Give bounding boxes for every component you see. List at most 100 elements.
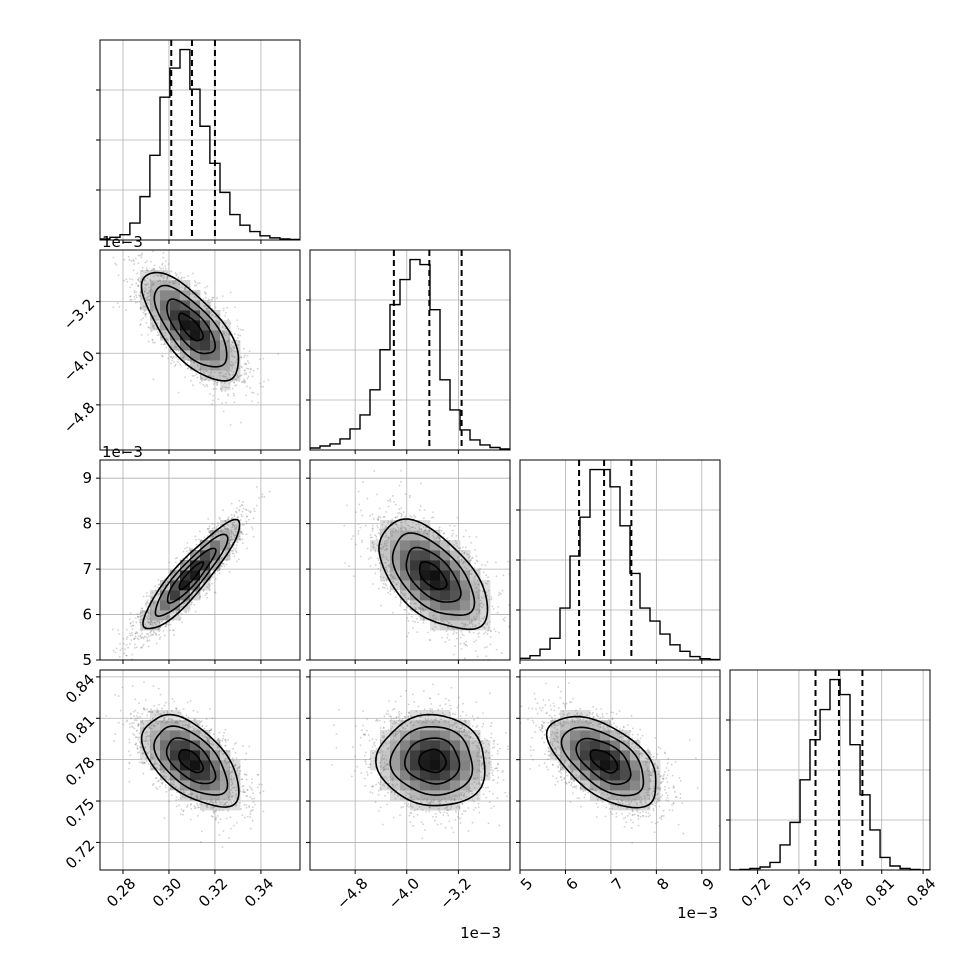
scatter-point: [175, 805, 178, 808]
scatter-point: [505, 681, 507, 683]
scatter-point: [239, 790, 242, 793]
scatter-point: [624, 816, 627, 819]
scatter-point: [230, 352, 233, 355]
scatter-point: [601, 715, 604, 718]
scatter-point: [563, 723, 566, 725]
scatter-point: [379, 533, 381, 535]
scatter-point: [627, 804, 630, 806]
scatter-point: [466, 623, 469, 626]
x-tick-label: 0.30: [149, 874, 185, 910]
scatter-point: [207, 575, 209, 578]
scatter-point: [157, 331, 159, 334]
scatter-point: [369, 758, 371, 761]
scatter-point: [471, 619, 474, 622]
scatter-point: [432, 801, 435, 804]
scatter-point: [170, 270, 173, 273]
scatter-point: [581, 721, 584, 724]
scatter-point: [563, 760, 566, 763]
scatter-point: [482, 603, 485, 606]
scatter-point: [229, 322, 232, 325]
scatter-point: [159, 768, 162, 771]
scatter-point: [389, 593, 392, 596]
scatter-point: [153, 268, 155, 271]
scatter-point: [562, 712, 565, 715]
density-cell: [210, 310, 221, 321]
scatter-point: [114, 651, 117, 654]
scatter-point: [558, 722, 561, 725]
scatter-point: [696, 787, 699, 789]
scatter-point: [484, 738, 486, 740]
x-tick-label: 8: [653, 874, 672, 893]
scatter-point: [652, 770, 655, 773]
scatter-point: [214, 798, 217, 800]
scatter-point: [485, 757, 488, 760]
scatter-point: [241, 538, 244, 541]
scatter-point: [226, 306, 229, 309]
scatter-point: [224, 738, 227, 741]
scatter-point: [143, 310, 146, 313]
scatter-point: [228, 750, 230, 753]
scatter-point: [221, 562, 224, 565]
density-cell: [630, 770, 641, 781]
scatter-point: [385, 526, 388, 529]
scatter-point: [142, 317, 144, 320]
scatter-point: [444, 807, 446, 810]
scatter-point: [231, 531, 234, 534]
scatter-point: [224, 520, 227, 523]
scatter-point: [232, 549, 234, 552]
scatter-point: [656, 767, 659, 770]
scatter-point: [133, 727, 136, 730]
scatter-point: [391, 495, 394, 497]
scatter-point: [371, 527, 374, 530]
scatter-point: [140, 646, 143, 649]
scatter-point: [218, 741, 221, 743]
scatter-point: [579, 718, 582, 721]
scatter-point: [394, 516, 397, 519]
scatter-point: [208, 393, 211, 395]
scatter-point: [205, 592, 208, 595]
scatter-point: [408, 494, 411, 497]
scatter-point: [656, 765, 659, 768]
scatter-point: [446, 809, 448, 812]
scatter-point: [406, 524, 409, 527]
scatter-point: [235, 786, 238, 789]
scatter-point: [406, 600, 409, 603]
scatter-point: [411, 627, 414, 629]
density-cell: [200, 570, 211, 581]
scatter-point: [428, 801, 431, 804]
scatter-point: [177, 358, 180, 360]
scatter-point: [138, 618, 141, 621]
scatter-point: [243, 356, 246, 359]
scatter-point: [378, 789, 380, 792]
scatter-point: [370, 536, 373, 539]
x-tick-label: 6: [562, 874, 581, 893]
scatter-point: [230, 364, 233, 367]
scatter-point: [203, 736, 206, 738]
scatter-point: [129, 621, 132, 624]
scatter-point: [469, 735, 472, 738]
scatter-point: [154, 600, 156, 603]
x-tick-label: 0.28: [103, 874, 139, 910]
density-cell: [400, 540, 411, 551]
scatter-point: [467, 570, 470, 573]
density-cell: [580, 750, 591, 761]
scatter-point: [227, 340, 230, 343]
scatter-point: [450, 623, 453, 626]
scatter-point: [164, 331, 167, 334]
scatter-point: [184, 288, 187, 291]
scatter-point: [234, 751, 237, 754]
scatter-point: [416, 631, 419, 633]
density-cell: [180, 340, 191, 351]
scatter-point: [382, 553, 385, 556]
scatter-point: [236, 774, 239, 777]
scatter-point: [529, 745, 532, 748]
scatter-point: [223, 526, 226, 528]
scatter-point: [541, 727, 544, 729]
density-cell: [230, 360, 241, 371]
scatter-point: [191, 375, 194, 377]
scatter-point: [407, 803, 410, 805]
scatter-point: [452, 533, 454, 535]
density-cell: [420, 730, 431, 741]
scatter-point: [616, 731, 619, 734]
scatter-point: [210, 798, 212, 801]
